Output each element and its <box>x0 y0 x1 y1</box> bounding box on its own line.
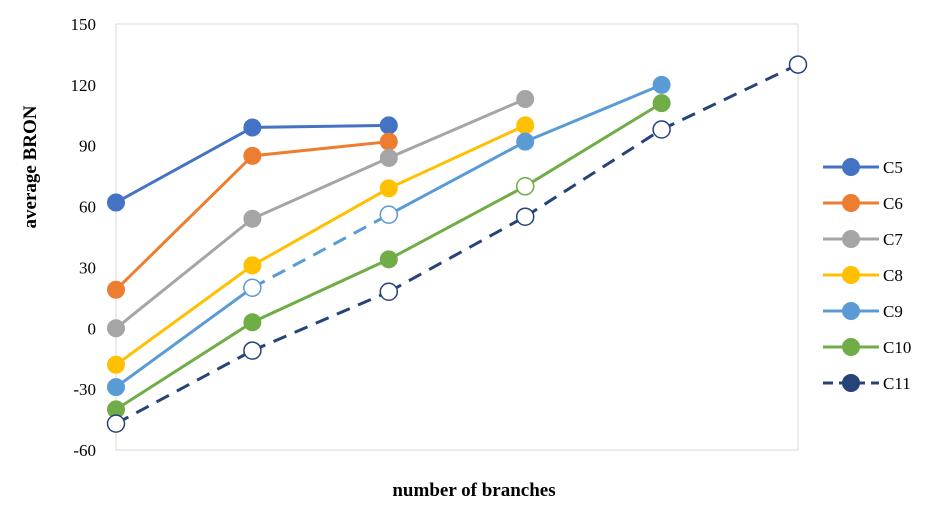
data-point <box>516 132 535 151</box>
y-axis-title: average BRON <box>20 105 41 228</box>
y-axis-ticks: -60 -30 0 30 60 90 120 150 <box>71 15 97 460</box>
series-line-segment <box>250 123 391 129</box>
series-c5 <box>107 116 398 212</box>
data-point <box>788 55 808 74</box>
legend-item-c10: C10 <box>823 338 911 357</box>
data-point <box>243 256 262 275</box>
series-c6 <box>107 132 398 299</box>
legend-item-c11: C11 <box>823 374 911 393</box>
series-line-segment <box>387 97 527 160</box>
y-tick-label: 30 <box>79 258 96 277</box>
series-c8 <box>107 116 535 374</box>
series-line-segment <box>388 215 526 294</box>
data-point <box>107 319 125 338</box>
data-point <box>515 207 535 226</box>
data-point <box>243 278 262 297</box>
legend-label: C8 <box>883 266 903 285</box>
series-line-segment <box>660 63 799 131</box>
legend-label: C11 <box>883 374 911 393</box>
data-point <box>652 120 671 139</box>
series-line-segment <box>114 154 254 292</box>
legend-item-c8: C8 <box>823 266 903 285</box>
data-point <box>243 146 262 165</box>
series-c7 <box>107 90 535 338</box>
data-point <box>379 179 398 198</box>
data-point <box>107 280 125 299</box>
y-tick-label: 150 <box>71 15 97 34</box>
data-point <box>243 209 262 228</box>
series-c11 <box>106 55 808 433</box>
data-point <box>652 94 671 113</box>
series-line-segment <box>524 128 663 218</box>
data-point <box>379 282 399 302</box>
series-line-segment <box>387 184 527 261</box>
legend-marker <box>842 194 860 212</box>
series-line-segment <box>114 125 254 205</box>
series-line-segment <box>250 140 391 158</box>
y-tick-label: 120 <box>71 76 97 95</box>
plot-area-border <box>115 23 799 451</box>
series-line-segment <box>115 349 254 425</box>
legend-marker <box>842 338 860 356</box>
legend-marker <box>842 158 860 176</box>
data-point <box>379 250 398 269</box>
series-c10 <box>107 94 671 419</box>
series-line-segment <box>250 186 391 267</box>
data-point <box>107 378 125 397</box>
series-line-segment <box>251 290 390 352</box>
legend: C5 C6 C7 C8 C9 C10 C11 <box>823 158 911 393</box>
series-line-segment <box>250 156 391 221</box>
data-point <box>516 90 535 109</box>
y-tick-label: 60 <box>79 198 96 217</box>
legend-marker <box>842 302 860 320</box>
legend-item-c7: C7 <box>823 230 903 249</box>
series-line-segment <box>114 286 254 389</box>
series-line-segment <box>250 257 391 324</box>
data-point <box>243 341 262 360</box>
legend-item-c6: C6 <box>823 194 903 213</box>
series-line-segment <box>523 101 664 188</box>
legend-label: C9 <box>883 302 903 321</box>
legend-label: C7 <box>883 230 903 249</box>
legend-marker <box>842 374 860 392</box>
series-line-segment <box>114 263 254 367</box>
data-point <box>515 177 535 196</box>
data-point <box>107 193 125 212</box>
legend-label: C5 <box>883 158 903 177</box>
series-line-segment <box>387 140 527 217</box>
series-line-segment <box>114 217 254 330</box>
series-layer <box>106 55 808 433</box>
data-point <box>379 148 398 167</box>
series-line-segment <box>387 123 527 190</box>
y-tick-label: 90 <box>79 137 96 156</box>
data-point <box>379 116 398 135</box>
y-tick-label: -30 <box>73 380 96 399</box>
series-line-segment <box>251 213 390 290</box>
series-line-segment <box>114 320 254 411</box>
legend-label: C10 <box>883 338 911 357</box>
legend-label: C6 <box>883 194 903 213</box>
series-c9 <box>107 75 671 397</box>
data-point <box>243 118 262 137</box>
data-point <box>516 116 535 135</box>
series-line-segment <box>523 83 664 144</box>
data-point <box>107 355 125 374</box>
legend-item-c5: C5 <box>823 158 903 177</box>
legend-marker <box>842 230 860 248</box>
data-point <box>106 414 126 433</box>
y-tick-label: 0 <box>88 319 97 338</box>
legend-item-c9: C9 <box>823 302 903 321</box>
data-point <box>379 205 399 224</box>
y-tick-label: -60 <box>73 441 96 460</box>
x-axis-title: number of branches <box>392 480 555 501</box>
data-point <box>652 75 671 94</box>
data-point <box>379 132 398 151</box>
legend-marker <box>842 266 860 284</box>
data-point <box>243 313 262 332</box>
